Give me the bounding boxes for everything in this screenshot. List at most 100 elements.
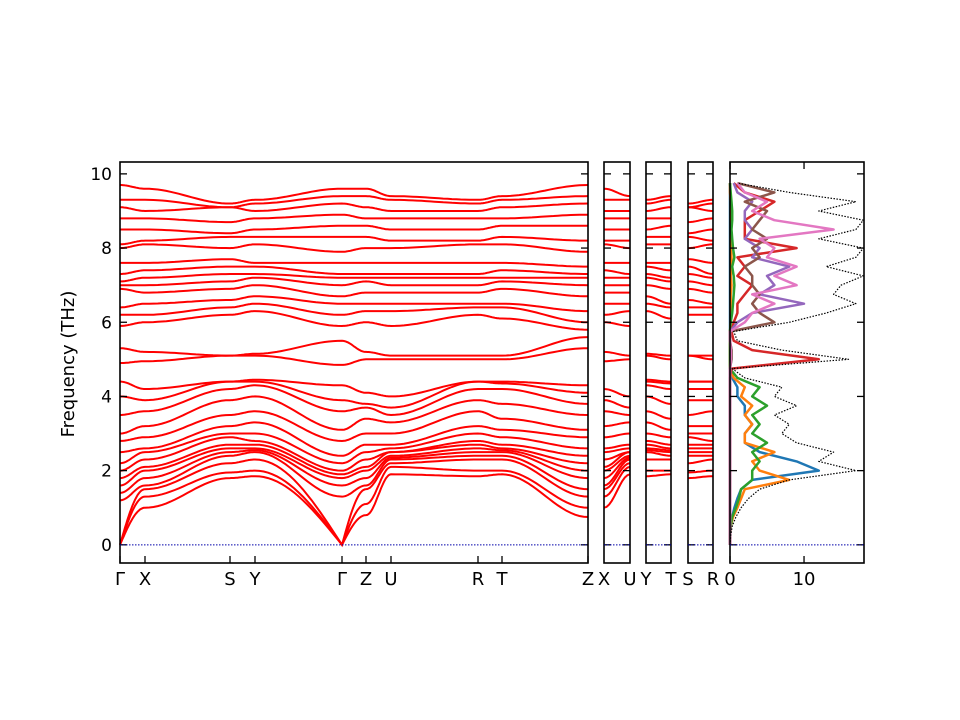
band-line (603, 269, 631, 275)
band-line (120, 436, 589, 472)
k-point-label: T (496, 569, 509, 590)
y-tick-label: 6 (101, 313, 112, 333)
band-line (603, 399, 631, 409)
band-line (603, 473, 631, 509)
band-line (603, 421, 631, 428)
band-line (645, 276, 671, 283)
band-line (687, 273, 714, 279)
band-line (645, 195, 672, 201)
k-point-label: Z (582, 569, 594, 590)
k-point-label: U (623, 569, 636, 590)
side-panel-frame (645, 161, 672, 564)
band-line (119, 458, 589, 548)
band-line (120, 213, 588, 224)
band-line (646, 447, 671, 452)
band-line (645, 384, 672, 390)
band-line (119, 465, 589, 547)
side-panel-frame (687, 161, 714, 564)
dos-panel (728, 181, 864, 545)
band-line (120, 384, 589, 417)
band-line (645, 302, 672, 309)
band-line (119, 443, 589, 480)
k-point-label: Y (249, 569, 262, 590)
y-axis-label: Frequency (THz) (58, 291, 79, 438)
band-line (603, 454, 631, 472)
total-dos-line (729, 182, 864, 545)
y-tick-label: 2 (101, 462, 112, 482)
band-line (645, 224, 672, 231)
k-point-label: Γ (115, 569, 125, 590)
band-line (120, 273, 588, 283)
k-point-label: R (472, 569, 485, 590)
band-line (645, 273, 672, 279)
k-point-label: Y (640, 569, 653, 590)
side-panel-frame (603, 161, 631, 564)
band-line (120, 224, 588, 235)
band-line (604, 432, 631, 439)
k-point-label: U (384, 569, 397, 590)
band-line (687, 436, 714, 442)
band-line (687, 235, 713, 242)
band-line (603, 462, 631, 491)
band-line (646, 440, 672, 446)
k-point-label: X (598, 569, 610, 590)
band-line (645, 265, 672, 272)
band-line (119, 447, 589, 487)
band-line (687, 280, 714, 287)
band-line (687, 410, 714, 416)
band-line (646, 380, 672, 385)
band-line (119, 449, 589, 494)
band-line (687, 228, 714, 235)
band-line (119, 347, 589, 366)
band-line (120, 202, 589, 213)
band-line (120, 295, 588, 313)
band-line (120, 276, 589, 287)
band-line (645, 451, 672, 457)
main-band-panel (119, 184, 589, 548)
side-band-panel (645, 195, 672, 478)
band-line (646, 473, 672, 478)
k-point-label: Γ (337, 569, 347, 590)
band-line (688, 198, 714, 205)
band-line (645, 354, 671, 361)
band-line (603, 443, 631, 450)
band-line (119, 235, 588, 246)
k-point-label: S (682, 569, 693, 590)
band-line (120, 265, 588, 275)
band-line (119, 473, 589, 547)
k-point-label: X (139, 569, 151, 590)
band-line (120, 258, 588, 268)
band-line (119, 243, 589, 253)
band-line (687, 475, 713, 480)
band-line (604, 358, 631, 363)
dos-x-tick-label: 10 (793, 569, 816, 590)
y-tick-label: 0 (101, 536, 112, 556)
band-line (645, 206, 671, 212)
band-line (120, 421, 588, 457)
band-line (119, 432, 589, 465)
band-line (603, 388, 631, 398)
band-line (603, 465, 631, 498)
band-line (687, 217, 714, 224)
main-panel-frame (119, 161, 589, 564)
band-line (603, 456, 631, 480)
band-line (120, 336, 589, 357)
band-line (120, 302, 589, 324)
band-line (687, 299, 714, 305)
band-line (603, 187, 631, 198)
band-line (687, 202, 714, 209)
band-line (687, 287, 714, 294)
band-line (645, 443, 672, 450)
band-line (645, 410, 672, 420)
side-band-panel (687, 198, 714, 480)
band-line (119, 451, 589, 502)
band-line (120, 284, 589, 298)
band-line (603, 447, 631, 454)
band-line (120, 395, 589, 435)
band-line (119, 310, 589, 331)
band-line (645, 421, 672, 431)
y-tick-label: 4 (101, 387, 112, 407)
band-line (687, 265, 714, 275)
band-line (646, 284, 672, 290)
